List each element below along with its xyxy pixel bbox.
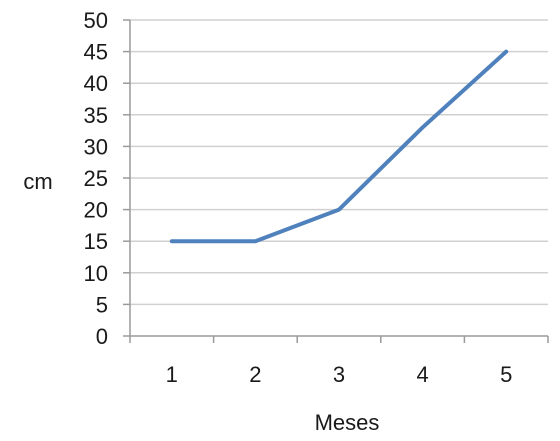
- y-tick-label-45: 45: [84, 40, 108, 65]
- y-tick-label-0: 0: [96, 324, 108, 349]
- x-axis-title: Meses: [315, 410, 380, 435]
- x-tick-label-5: 5: [500, 362, 512, 387]
- x-tick-label-4: 4: [416, 362, 428, 387]
- y-tick-label-40: 40: [84, 71, 108, 96]
- series-layer: [169, 49, 509, 244]
- x-tick-labels: 1 2 3 4 5: [166, 362, 513, 387]
- y-tick-label-25: 25: [84, 166, 108, 191]
- y-tick-labels: 0 5 10 15 20 25 30 35 40 45 50: [84, 8, 108, 349]
- y-tick-label-10: 10: [84, 261, 108, 286]
- y-tick-label-15: 15: [84, 229, 108, 254]
- y-tick-label-50: 50: [84, 8, 108, 33]
- x-tick-label-3: 3: [333, 362, 345, 387]
- x-tick-label-2: 2: [249, 362, 261, 387]
- axes: [123, 19, 549, 343]
- gridlines: [130, 19, 548, 306]
- y-tick-label-20: 20: [84, 198, 108, 223]
- y-axis-title: cm: [23, 169, 52, 194]
- series-line-0: [169, 49, 509, 244]
- y-tick-label-5: 5: [96, 292, 108, 317]
- y-tick-label-35: 35: [84, 103, 108, 128]
- y-tick-label-30: 30: [84, 134, 108, 159]
- x-tick-label-1: 1: [166, 362, 178, 387]
